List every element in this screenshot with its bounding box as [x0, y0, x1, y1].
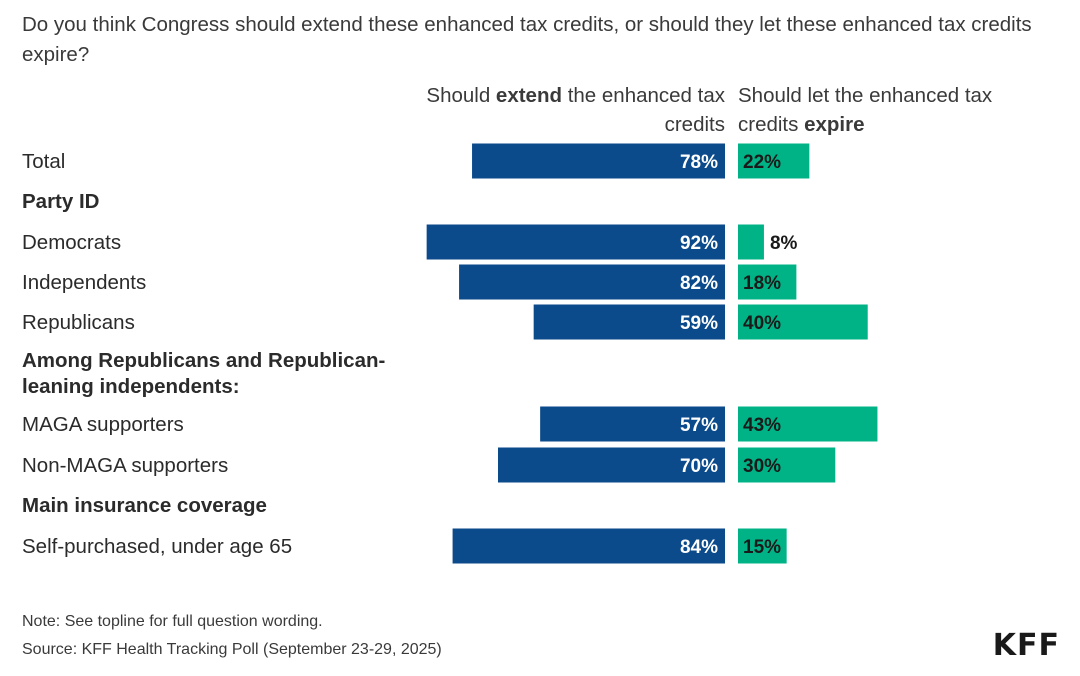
column-header-expire-pre: Should let the enhanced tax credits	[738, 84, 993, 136]
group-label: Party ID	[22, 190, 99, 213]
bar-expire	[738, 224, 764, 260]
value-label-expire: 22%	[743, 152, 781, 173]
bar-extend	[533, 304, 725, 340]
row-label: MAGA supporters	[22, 413, 184, 436]
bar-extend	[497, 447, 725, 483]
value-label-expire: 43%	[743, 415, 781, 436]
value-label-expire: 30%	[743, 456, 781, 477]
value-label-expire: 40%	[743, 313, 781, 334]
row-label: Independents	[22, 271, 146, 294]
column-header-extend: Should extend the enhanced tax credits	[395, 81, 725, 139]
column-header-expire: Should let the enhanced tax credits expi…	[738, 81, 1038, 139]
footnote: Note: See topline for full question word…	[22, 613, 323, 630]
value-label-expire: 8%	[770, 233, 798, 254]
value-label-extend: 82%	[680, 273, 718, 294]
value-label-expire: 15%	[743, 537, 781, 558]
column-header-extend-bold: extend	[495, 84, 562, 107]
bar-extend	[540, 406, 725, 442]
row-label: Democrats	[22, 231, 121, 254]
bar-expire	[738, 406, 878, 442]
value-label-expire: 18%	[743, 273, 781, 294]
group-label: leaning independents:	[22, 375, 240, 398]
group-label: Among Republicans and Republican-	[22, 349, 385, 372]
bar-expire	[738, 304, 868, 340]
row-label: Self-purchased, under age 65	[22, 535, 292, 558]
row-label: Non-MAGA supporters	[22, 454, 228, 477]
value-label-extend: 70%	[680, 456, 718, 477]
group-label: Main insurance coverage	[22, 494, 267, 517]
column-header-extend-pre: Should	[426, 84, 496, 107]
bar-expire	[738, 447, 836, 483]
bar-extend	[452, 528, 725, 564]
column-header-extend-post: the enhanced tax credits	[562, 84, 725, 136]
bar-extend	[426, 224, 725, 260]
value-label-extend: 57%	[680, 415, 718, 436]
bar-expire	[738, 264, 797, 300]
bar-expire	[738, 528, 787, 564]
value-label-extend: 78%	[680, 152, 718, 173]
column-header-expire-bold: expire	[804, 113, 865, 136]
bar-extend	[472, 143, 725, 179]
source-note: Source: KFF Health Tracking Poll (Septem…	[22, 641, 442, 658]
kff-logo: KFF	[992, 628, 1060, 663]
row-label: Republicans	[22, 311, 135, 334]
value-label-extend: 84%	[680, 537, 718, 558]
diverging-bar-chart: Total 78% 22% Party ID Democrats 92% 8% Indepen…	[22, 143, 878, 564]
value-label-extend: 92%	[680, 233, 718, 254]
bar-extend	[459, 264, 725, 300]
row-label: Total	[22, 150, 65, 173]
value-label-extend: 59%	[680, 313, 718, 334]
bar-expire	[738, 143, 810, 179]
chart-title: Do you think Congress should extend thes…	[22, 13, 1032, 66]
